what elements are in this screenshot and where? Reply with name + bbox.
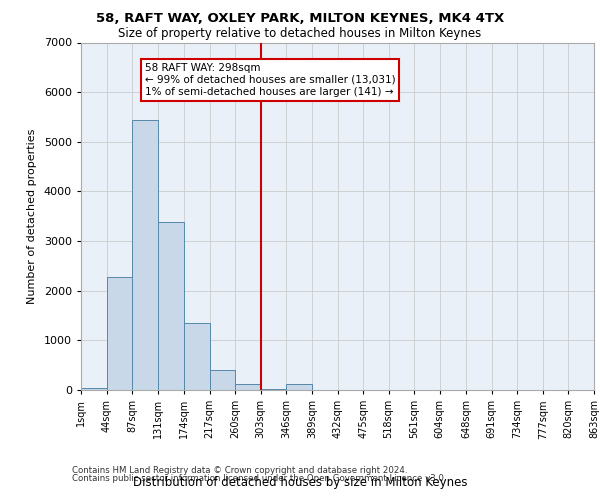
- Text: Contains public sector information licensed under the Open Government Licence v3: Contains public sector information licen…: [72, 474, 446, 483]
- Bar: [107, 278, 132, 390]
- Y-axis label: Number of detached properties: Number of detached properties: [27, 128, 37, 304]
- Text: Contains HM Land Registry data © Crown copyright and database right 2024.: Contains HM Land Registry data © Crown c…: [72, 466, 407, 475]
- Bar: [81, 388, 107, 390]
- Bar: [261, 388, 286, 390]
- Bar: [184, 324, 209, 390]
- Text: Size of property relative to detached houses in Milton Keynes: Size of property relative to detached ho…: [118, 28, 482, 40]
- Text: 58, RAFT WAY, OXLEY PARK, MILTON KEYNES, MK4 4TX: 58, RAFT WAY, OXLEY PARK, MILTON KEYNES,…: [96, 12, 504, 26]
- Bar: [235, 384, 261, 390]
- Bar: [209, 370, 235, 390]
- Text: Distribution of detached houses by size in Milton Keynes: Distribution of detached houses by size …: [133, 476, 467, 489]
- Bar: [286, 384, 312, 390]
- Bar: [132, 120, 158, 390]
- Bar: [158, 222, 184, 390]
- Text: 58 RAFT WAY: 298sqm
← 99% of detached houses are smaller (13,031)
1% of semi-det: 58 RAFT WAY: 298sqm ← 99% of detached ho…: [145, 64, 395, 96]
